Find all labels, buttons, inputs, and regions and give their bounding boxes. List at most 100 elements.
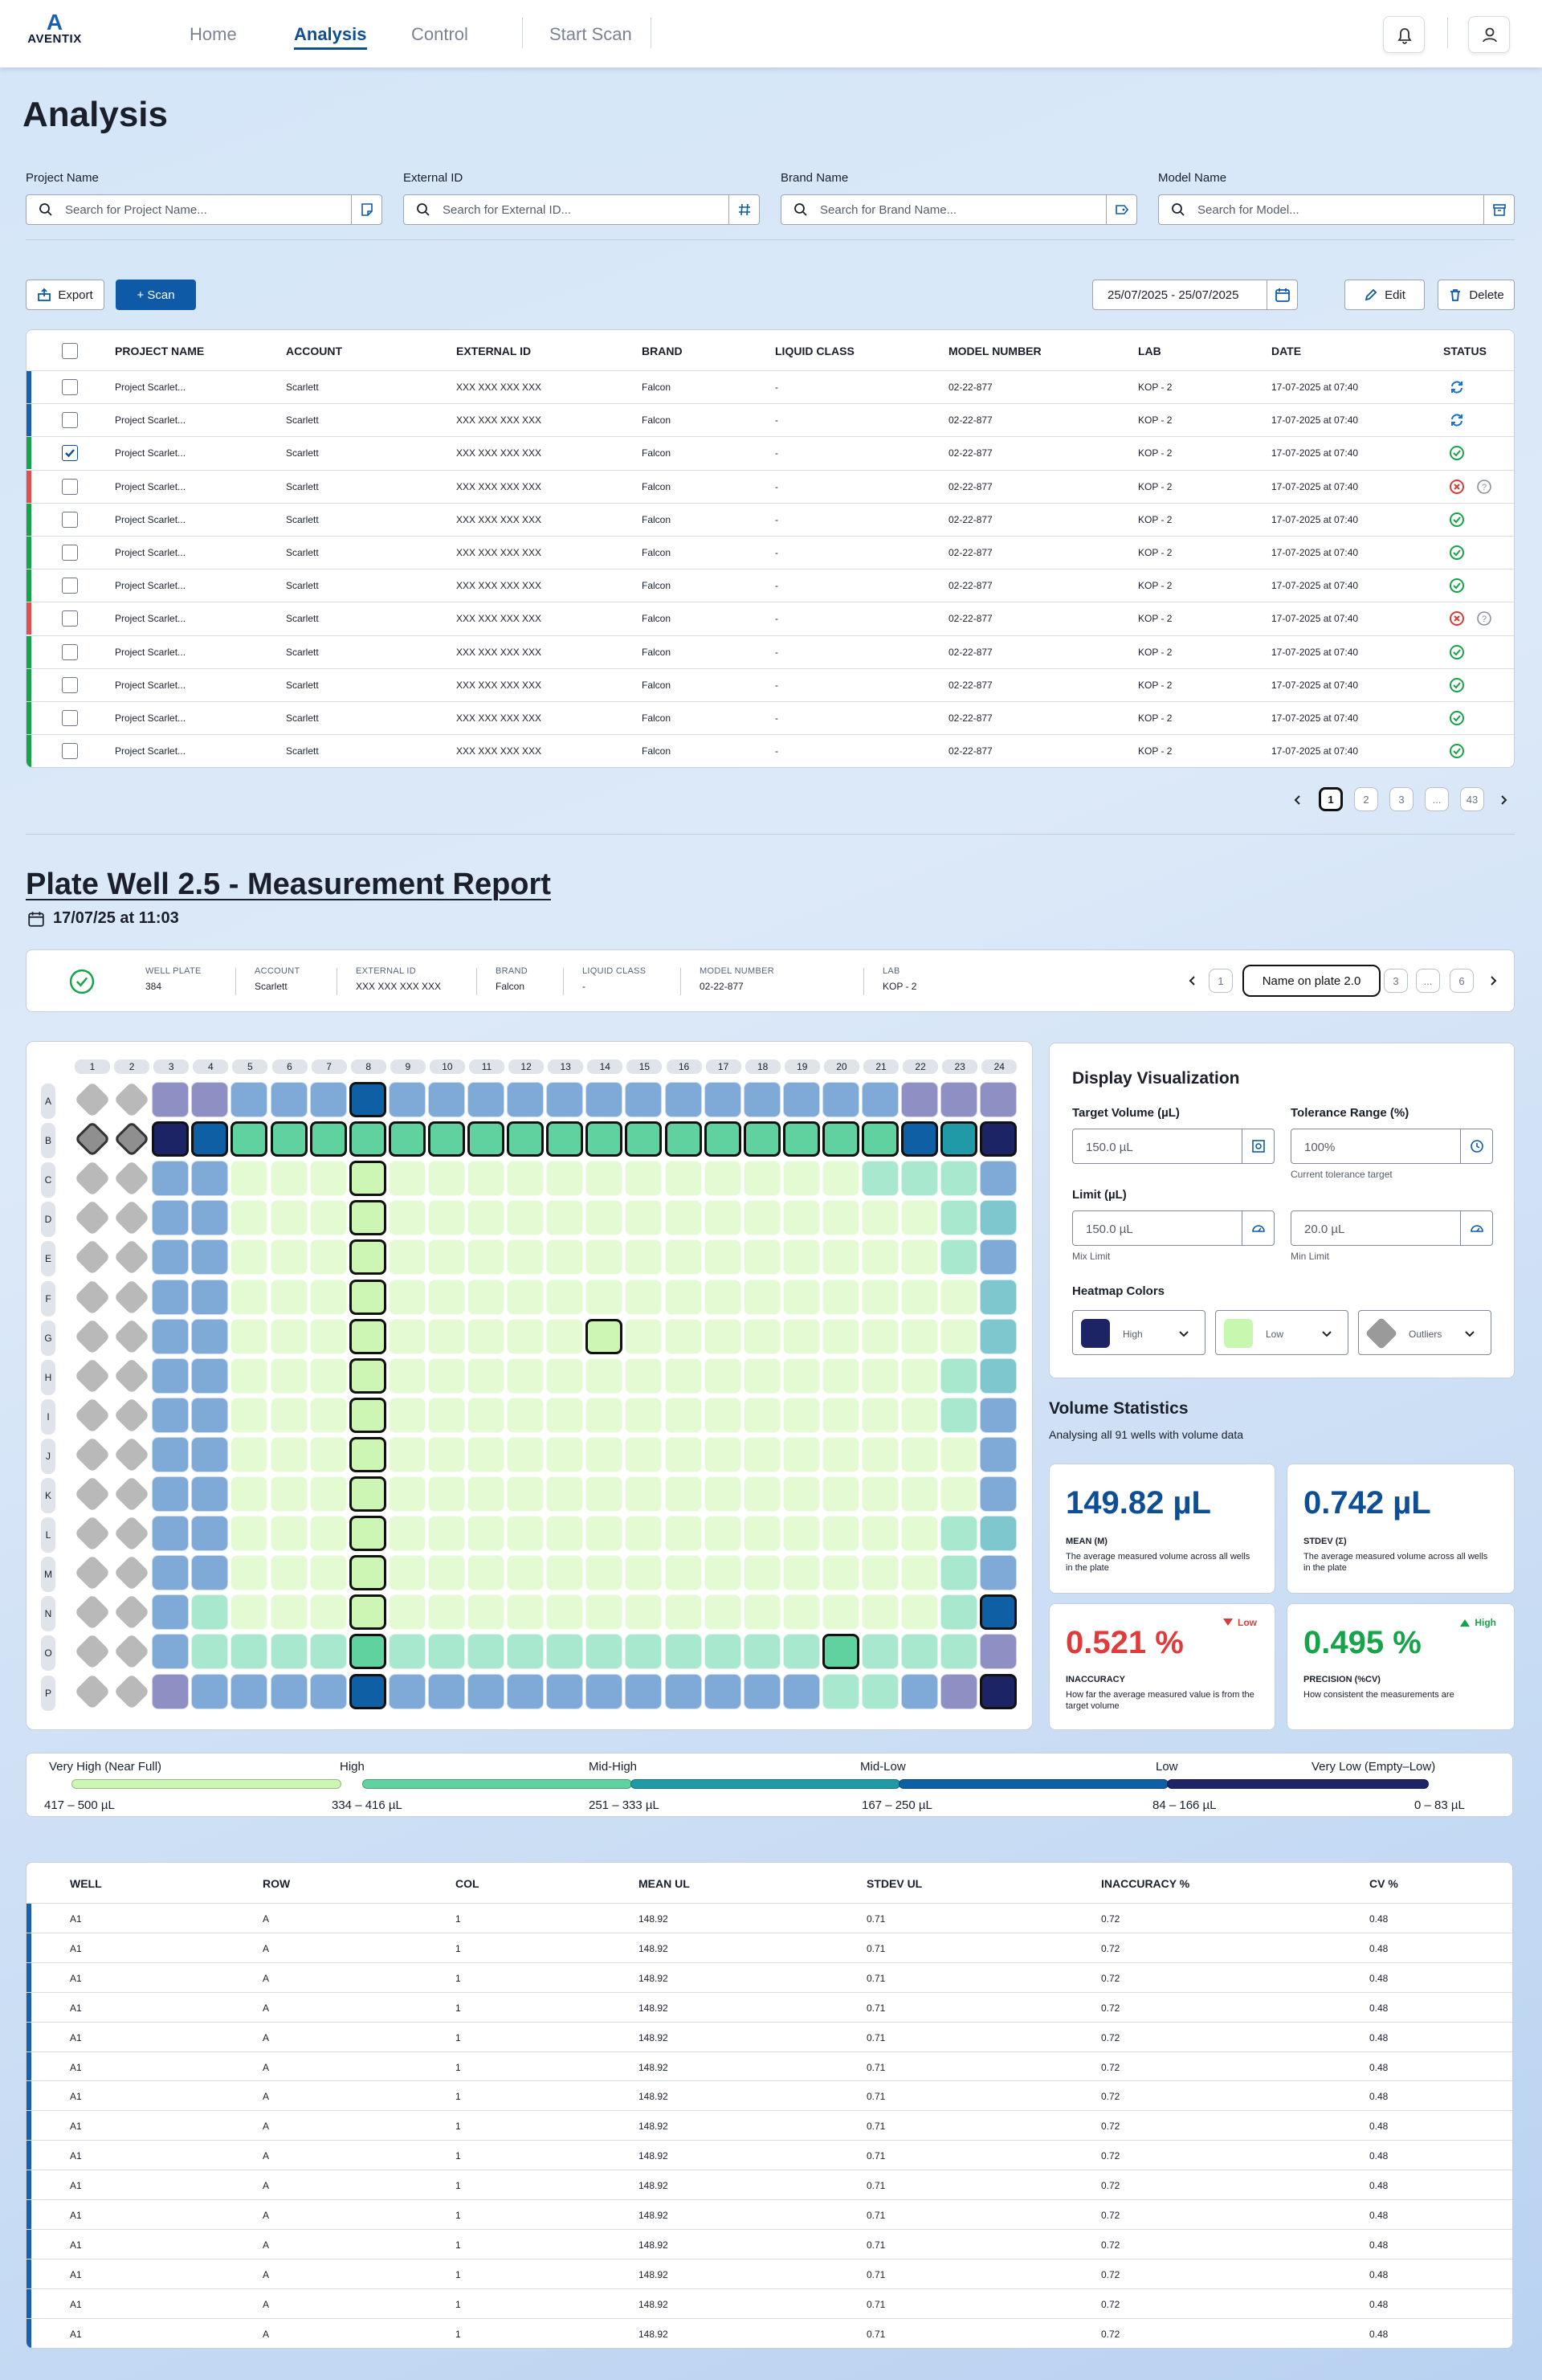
plate-well[interactable] xyxy=(782,1082,820,1117)
plate-well[interactable] xyxy=(546,1318,584,1354)
plate-well[interactable] xyxy=(782,1555,820,1591)
plate-well[interactable] xyxy=(309,1318,347,1354)
plate-page-button[interactable]: 3 xyxy=(1384,969,1408,993)
plate-well[interactable] xyxy=(427,1200,465,1236)
plate-well[interactable] xyxy=(901,1239,939,1276)
low-color-select[interactable]: Low xyxy=(1215,1310,1348,1355)
plate-well[interactable] xyxy=(309,1555,347,1591)
plate-well[interactable] xyxy=(230,1357,268,1394)
plate-well[interactable] xyxy=(585,1673,623,1709)
plate-well[interactable] xyxy=(862,1634,899,1670)
plate-well[interactable] xyxy=(980,1279,1018,1315)
plate-well-outlier[interactable] xyxy=(113,1436,150,1473)
plate-well[interactable] xyxy=(152,1318,190,1354)
table-row[interactable]: A1 A 1 148.92 0.71 0.72 0.48 xyxy=(27,2258,1512,2288)
plate-well[interactable] xyxy=(743,1516,781,1552)
plate-well[interactable] xyxy=(822,1634,859,1670)
column-header[interactable]: STDEV UL xyxy=(867,1877,923,1890)
plate-well[interactable] xyxy=(230,1279,268,1315)
plate-well-outlier[interactable] xyxy=(74,1278,111,1316)
plate-well[interactable] xyxy=(585,1397,623,1433)
table-row[interactable]: Project Scarlet... Scarlett XXX XXX XXX XX… xyxy=(27,469,1514,503)
plate-well[interactable] xyxy=(546,1634,584,1670)
plate-well[interactable] xyxy=(664,1436,702,1472)
plate-well[interactable] xyxy=(427,1121,465,1157)
plate-well[interactable] xyxy=(349,1161,386,1197)
outliers-color-select[interactable]: Outliers xyxy=(1358,1310,1491,1355)
column-header-account[interactable]: ACCOUNT xyxy=(286,345,342,357)
plate-well[interactable] xyxy=(901,1634,939,1670)
plate-well[interactable] xyxy=(467,1673,504,1709)
plate-well[interactable] xyxy=(152,1516,190,1552)
plate-well[interactable] xyxy=(388,1634,426,1670)
plate-well[interactable] xyxy=(507,1279,545,1315)
plate-well[interactable] xyxy=(822,1279,859,1315)
plate-well-outlier[interactable] xyxy=(74,1436,111,1473)
plate-well[interactable] xyxy=(625,1476,663,1512)
column-header-lab[interactable]: LAB xyxy=(1138,345,1161,357)
plate-well[interactable] xyxy=(980,1594,1018,1631)
plate-well[interactable] xyxy=(546,1082,584,1117)
plate-well[interactable] xyxy=(191,1397,229,1433)
table-row[interactable]: A1 A 1 148.92 0.71 0.72 0.48 xyxy=(27,2317,1512,2348)
plate-well[interactable] xyxy=(940,1200,978,1236)
plate-well[interactable] xyxy=(388,1082,426,1117)
help-icon[interactable]: ? xyxy=(1475,610,1493,630)
plate-well[interactable] xyxy=(546,1357,584,1394)
plate-well[interactable] xyxy=(191,1594,229,1631)
table-row[interactable]: A1 A 1 148.92 0.71 0.72 0.48 xyxy=(27,2080,1512,2110)
plate-well[interactable] xyxy=(546,1200,584,1236)
plate-well[interactable] xyxy=(625,1397,663,1433)
plate-well[interactable] xyxy=(191,1161,229,1197)
plate-well[interactable] xyxy=(822,1516,859,1552)
tag-icon[interactable] xyxy=(1106,195,1136,224)
plate-well-outlier[interactable] xyxy=(113,1476,150,1513)
plate-well[interactable] xyxy=(427,1476,465,1512)
plate-well[interactable] xyxy=(309,1634,347,1670)
plate-well[interactable] xyxy=(704,1516,741,1552)
page-button[interactable]: 43 xyxy=(1460,787,1484,811)
plate-well[interactable] xyxy=(704,1634,741,1670)
plate-well[interactable] xyxy=(467,1200,504,1236)
plate-well[interactable] xyxy=(309,1082,347,1117)
plate-well[interactable] xyxy=(309,1357,347,1394)
plate-well[interactable] xyxy=(230,1397,268,1433)
row-checkbox[interactable] xyxy=(62,610,78,627)
gauge-icon[interactable] xyxy=(1242,1211,1274,1245)
plate-well[interactable] xyxy=(270,1082,308,1117)
table-row[interactable]: Project Scarlet... Scarlett XXX XXX XXX XX… xyxy=(27,536,1514,569)
plate-well[interactable] xyxy=(349,1516,386,1552)
table-row[interactable]: A1 A 1 148.92 0.71 0.72 0.48 xyxy=(27,2110,1512,2140)
plate-well[interactable] xyxy=(585,1594,623,1631)
plate-well[interactable] xyxy=(309,1161,347,1197)
plate-well[interactable] xyxy=(822,1555,859,1591)
plate-well[interactable] xyxy=(901,1279,939,1315)
plate-well[interactable] xyxy=(427,1516,465,1552)
edit-button[interactable]: Edit xyxy=(1344,280,1425,310)
plate-well[interactable] xyxy=(467,1279,504,1315)
plate-well[interactable] xyxy=(546,1397,584,1433)
plate-well[interactable] xyxy=(507,1161,545,1197)
table-row[interactable]: A1 A 1 148.92 0.71 0.72 0.48 xyxy=(27,2199,1512,2229)
plate-well[interactable] xyxy=(427,1161,465,1197)
plate-well[interactable] xyxy=(743,1476,781,1512)
plate-well[interactable] xyxy=(349,1357,386,1394)
plate-well[interactable] xyxy=(822,1239,859,1276)
plate-well[interactable] xyxy=(704,1318,741,1354)
page-button[interactable]: 1 xyxy=(1319,787,1343,811)
nav-analysis[interactable]: Analysis xyxy=(294,24,367,50)
plate-page-button[interactable]: Name on plate 2.0 xyxy=(1242,965,1381,997)
plate-well[interactable] xyxy=(191,1476,229,1512)
table-row[interactable]: Project Scarlet... Scarlett XXX XXX XXX XX… xyxy=(27,667,1514,701)
clock-icon[interactable] xyxy=(1460,1129,1492,1163)
plate-well[interactable] xyxy=(862,1555,899,1591)
plate-well[interactable] xyxy=(467,1397,504,1433)
plate-well-outlier[interactable] xyxy=(74,1633,111,1671)
plate-well-outlier[interactable] xyxy=(113,1672,150,1710)
plate-well[interactable] xyxy=(191,1121,229,1157)
plate-well[interactable] xyxy=(940,1279,978,1315)
plate-well[interactable] xyxy=(782,1634,820,1670)
plate-well[interactable] xyxy=(467,1318,504,1354)
plate-well[interactable] xyxy=(704,1279,741,1315)
plate-well[interactable] xyxy=(664,1161,702,1197)
